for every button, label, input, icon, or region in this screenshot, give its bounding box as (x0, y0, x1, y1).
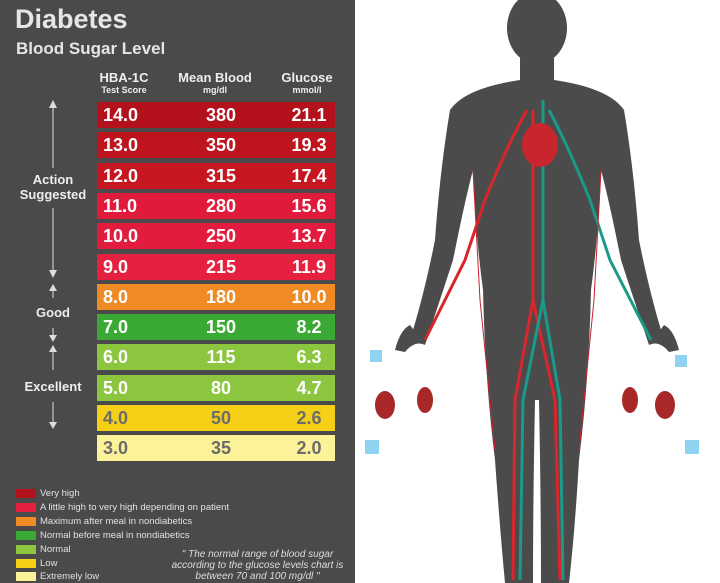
column-unit: mg/dl (203, 85, 227, 95)
table-cell: 350 (205, 135, 237, 156)
legend-swatch (16, 502, 36, 512)
group-label: Good (36, 305, 70, 320)
table-row: 13.0 350 19.3 (97, 132, 335, 159)
table-cell: 10.0 (103, 226, 139, 247)
table-row: 8.0 180 10.0 (97, 283, 335, 310)
group-label: Action Suggested (19, 172, 87, 202)
legend-swatch (16, 530, 36, 540)
range-arrows (49, 100, 57, 429)
table-cell: 21.1 (291, 105, 327, 125)
table-cell: 17.4 (291, 165, 327, 186)
table-cell: 150 (205, 317, 237, 338)
table-cell: 2.6 (296, 408, 322, 428)
table-cell: 11.0 (103, 195, 138, 216)
table-row: 7.0 150 8.2 (97, 314, 335, 341)
table-row: 3.0 35 2.0 (97, 435, 335, 462)
column-title: Glucose (281, 70, 333, 85)
legend-label: Maximum after meal in nondiabetics (40, 515, 193, 527)
table-row: 14.0 380 21.1 (97, 102, 335, 128)
legend-label: Extremely low (40, 571, 100, 583)
table-cell: 250 (205, 226, 237, 247)
table-cell: 19.3 (291, 135, 327, 156)
table-cell: 12.0 (103, 165, 139, 186)
table-cell: 80 (210, 377, 232, 398)
legend-swatch (16, 558, 36, 568)
legend-label: Very high (40, 488, 80, 499)
table-row: 4.0 50 2.6 (97, 405, 335, 431)
column-unit: mmol/l (292, 85, 322, 95)
table-cell: 115 (206, 347, 236, 368)
table-row: 9.0 215 11.9 (97, 253, 335, 280)
legend-swatch (16, 516, 36, 526)
body-illustration (365, 0, 699, 583)
table-cell: 11.9 (291, 256, 327, 277)
table-cell: 180 (205, 286, 237, 307)
table-cell: 8.0 (103, 286, 129, 307)
table-cell: 215 (205, 256, 237, 277)
table-cell: 2.0 (296, 438, 322, 459)
table-cell: 13.7 (291, 226, 327, 247)
group-label: Excellent (24, 379, 82, 394)
table-cell: 35 (210, 438, 232, 459)
table-cell: 4.7 (296, 377, 322, 398)
table-cell: 6.0 (103, 347, 129, 368)
note: " The normal range of blood sugar accord… (171, 549, 344, 582)
table-cell: 7.0 (103, 317, 129, 338)
column-header: HBA-1C Test Score (74, 70, 174, 96)
column-header: Mean Blood mg/dl (165, 70, 265, 96)
table-row: 6.0 115 6.3 (97, 344, 335, 371)
table-cell: 4.0 (103, 408, 129, 428)
legend-label: Normal (40, 543, 71, 555)
legend-swatch (16, 544, 36, 554)
table-cell: 315 (205, 165, 237, 186)
table-cell: 9.0 (103, 256, 129, 277)
legend-label: Normal before meal in nondiabetics (40, 529, 190, 541)
table-cell: 6.3 (296, 347, 322, 368)
table-cell: 5.0 (103, 377, 129, 398)
column-unit: Test Score (101, 85, 147, 95)
subtitle: Blood Sugar Level (16, 39, 166, 58)
legend-swatch (16, 572, 36, 582)
table-cell: 3.0 (103, 438, 129, 459)
table-row: 10.0 250 13.7 (97, 223, 335, 250)
table-cell: 380 (205, 105, 237, 125)
title: Diabetes (15, 4, 128, 34)
table-cell: 8.2 (296, 317, 322, 338)
table-cell: 14.0 (103, 105, 139, 125)
legend-label: Low (40, 557, 58, 569)
table-cell: 15.6 (291, 195, 327, 216)
column-title: HBA-1C (99, 70, 149, 85)
column-title: Mean Blood (178, 70, 252, 85)
table-row: 12.0 315 17.4 (97, 162, 335, 189)
table-cell: 10.0 (291, 286, 327, 307)
column-header: Glucose mmol/l (257, 70, 357, 96)
legend-swatch (16, 489, 36, 498)
table-row: 5.0 80 4.7 (97, 374, 335, 401)
table-cell: 50 (210, 408, 232, 428)
legend-label: A little high to very high depending on … (40, 501, 230, 513)
table-cell: 13.0 (103, 135, 139, 156)
table-row: 11.0 280 15.6 (97, 192, 335, 219)
left-panel: Diabetes Blood Sugar Level " The normal … (0, 0, 355, 583)
table-cell: 280 (205, 195, 237, 216)
